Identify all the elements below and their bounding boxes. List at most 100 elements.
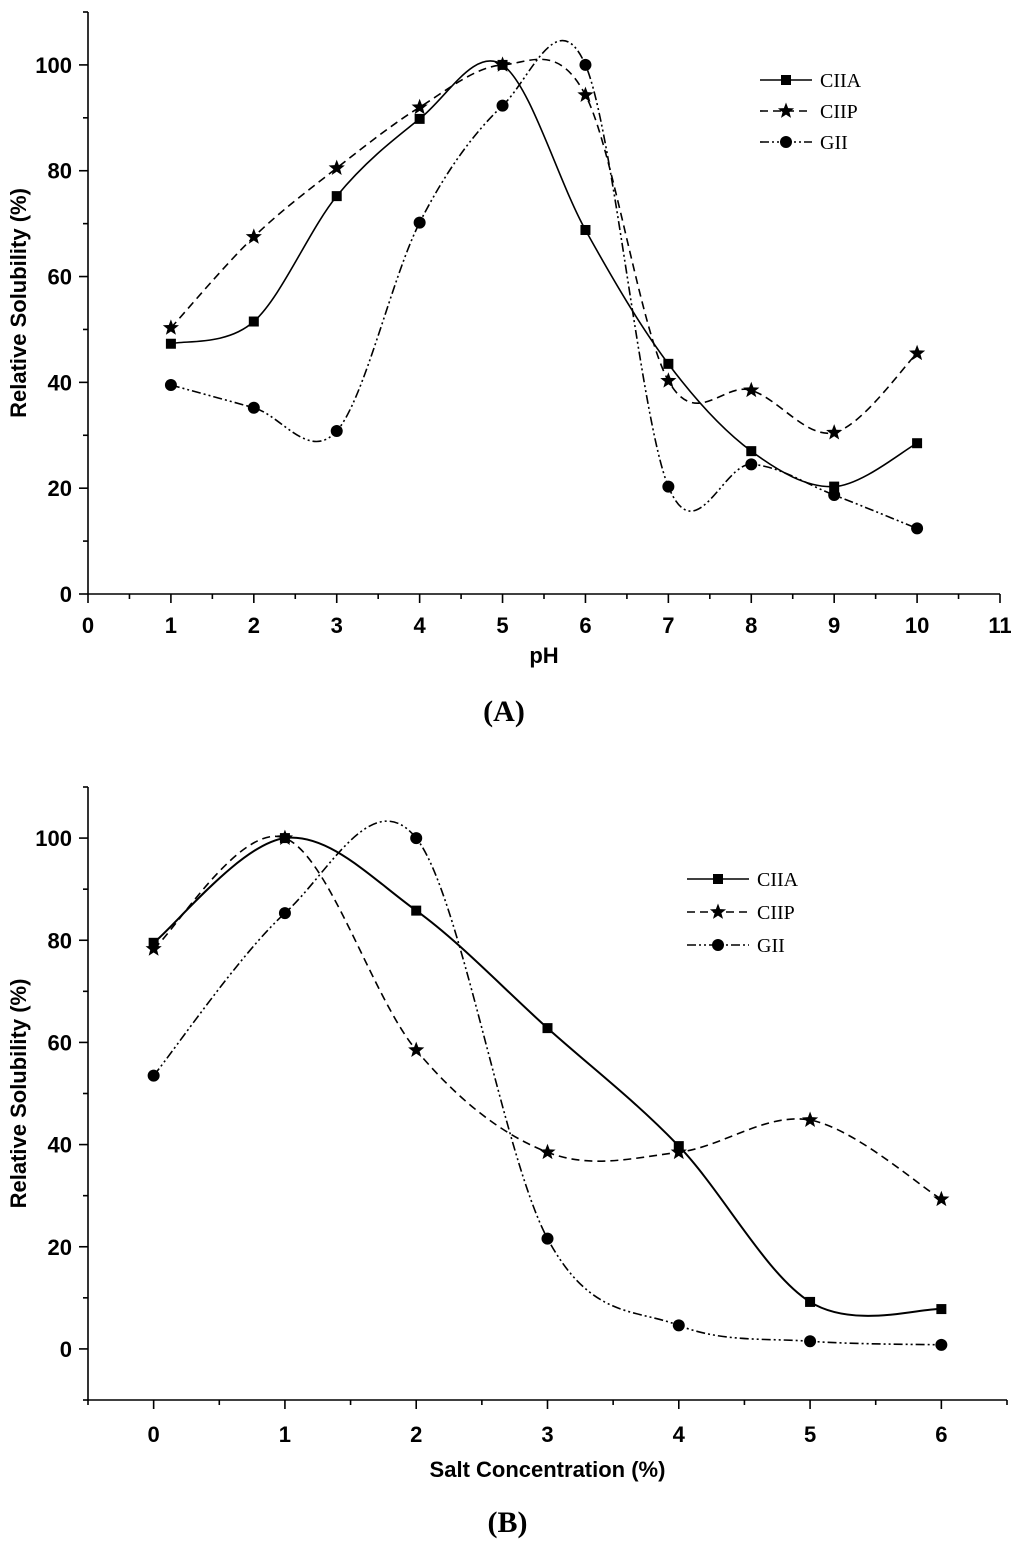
- data-point-ciia: [580, 224, 591, 235]
- series-line-ciip: [170, 58, 918, 435]
- series-ciia: [165, 59, 923, 492]
- data-point-gii: [911, 522, 924, 535]
- x-axis-title: pH: [529, 643, 558, 668]
- data-point-ciia: [248, 316, 259, 327]
- data-point-ciip: [909, 344, 926, 361]
- data-point-gii: [413, 216, 426, 229]
- x-tick-label: 7: [662, 613, 674, 638]
- legend-marker-ciia: [781, 75, 791, 85]
- y-tick-label: 60: [48, 265, 72, 290]
- x-tick-label: 5: [804, 1422, 816, 1447]
- data-point-gii: [828, 489, 841, 502]
- x-tick-label: 1: [165, 613, 177, 638]
- data-point-ciia: [829, 481, 840, 492]
- series-line-gii: [170, 39, 918, 530]
- data-point-ciia: [414, 113, 425, 124]
- y-axis-title: Relative Solubility (%): [6, 979, 31, 1209]
- y-tick-label: 100: [35, 826, 72, 851]
- legend-marker-ciip: [709, 903, 727, 919]
- data-point-ciia: [912, 438, 923, 449]
- series-ciip: [162, 56, 926, 440]
- legend-label-ciip: CIIP: [757, 902, 795, 924]
- chart-panel-a: 0 1 2 3 4 5 6 7 8 9 10 11 0 20 40 60 80 100 pH Relative Sol…: [6, 11, 1012, 728]
- x-tick-label: 6: [579, 613, 591, 638]
- data-point-ciip: [328, 159, 345, 175]
- x-tick-label: 0: [82, 613, 94, 638]
- y-tick-label: 40: [48, 370, 72, 395]
- y-tick-label: 100: [35, 53, 72, 78]
- panel-label: (A): [483, 695, 525, 728]
- data-point-gii: [935, 1338, 948, 1351]
- y-tick-label: 0: [60, 1337, 72, 1362]
- y-tick-label: 40: [48, 1133, 72, 1158]
- data-point-ciip: [539, 1143, 556, 1160]
- data-point-ciip: [933, 1190, 950, 1207]
- x-tick-label: 0: [148, 1422, 160, 1447]
- data-point-ciip: [411, 98, 428, 115]
- data-point-ciip: [494, 56, 511, 72]
- data-point-ciip: [577, 86, 594, 102]
- x-tick-label: 10: [905, 613, 929, 638]
- data-point-gii: [147, 1069, 160, 1082]
- series-ciip: [145, 829, 950, 1207]
- data-point-gii: [541, 1232, 554, 1245]
- x-tick-label: 3: [331, 613, 343, 638]
- data-point-ciip: [408, 1041, 425, 1057]
- data-point-gii: [278, 907, 291, 920]
- data-point-ciip: [801, 1111, 819, 1127]
- legend-marker-ciia: [713, 874, 723, 884]
- x-tick-label: 2: [410, 1422, 422, 1447]
- x-axis-title: Salt Concentration (%): [430, 1457, 666, 1482]
- data-point-ciip: [162, 319, 179, 335]
- series-gii: [164, 39, 924, 535]
- series-line-gii: [153, 820, 942, 1346]
- legend: CIIA CIIP GII: [760, 70, 862, 154]
- y-tick-label: 60: [48, 1030, 72, 1055]
- x-tick-label: 8: [745, 613, 757, 638]
- x-tick-label: 1: [279, 1422, 291, 1447]
- x-tick-label: 11: [988, 613, 1011, 638]
- x-tick-label: 2: [248, 613, 260, 638]
- legend: CIIA CIIP GII: [687, 869, 799, 957]
- y-tick-label: 20: [48, 476, 72, 501]
- legend-label-gii: GII: [820, 132, 848, 154]
- x-tick-label: 6: [935, 1422, 947, 1447]
- series-line-ciia: [170, 60, 918, 488]
- data-point-ciip: [743, 381, 760, 398]
- panel-label: (B): [488, 1506, 528, 1539]
- x-tick-label: 4: [414, 613, 427, 638]
- x-tick-label: 9: [828, 613, 840, 638]
- legend-marker-gii: [712, 939, 724, 951]
- data-point-ciip: [670, 1143, 687, 1160]
- data-point-ciia: [746, 446, 757, 457]
- x-tick-label: 3: [541, 1422, 553, 1447]
- series-gii: [147, 820, 948, 1351]
- y-tick-label: 20: [48, 1235, 72, 1260]
- data-point-ciip: [660, 372, 677, 388]
- y-tick-label: 80: [48, 928, 72, 953]
- y-tick-label: 0: [60, 582, 72, 607]
- y-tick-label: 80: [48, 159, 72, 184]
- legend-label-gii: GII: [757, 935, 785, 957]
- data-point-gii: [804, 1335, 817, 1348]
- data-point-gii: [745, 458, 758, 471]
- data-point-gii: [672, 1319, 685, 1332]
- data-point-gii: [579, 58, 592, 71]
- data-point-gii: [410, 832, 423, 845]
- data-point-ciip: [276, 829, 294, 845]
- legend-marker-gii: [780, 136, 792, 148]
- data-point-gii: [662, 480, 675, 493]
- y-axis-title: Relative Solubility (%): [6, 188, 31, 418]
- data-point-gii: [496, 99, 509, 112]
- data-point-ciia: [331, 191, 342, 202]
- data-point-ciia: [165, 338, 176, 349]
- legend-label-ciia: CIIA: [820, 70, 862, 92]
- data-point-gii: [247, 401, 260, 414]
- legend-label-ciip: CIIP: [820, 101, 858, 123]
- data-point-gii: [164, 379, 177, 392]
- data-point-ciia: [936, 1304, 947, 1315]
- x-tick-label: 4: [673, 1422, 686, 1447]
- data-point-ciip: [245, 228, 262, 244]
